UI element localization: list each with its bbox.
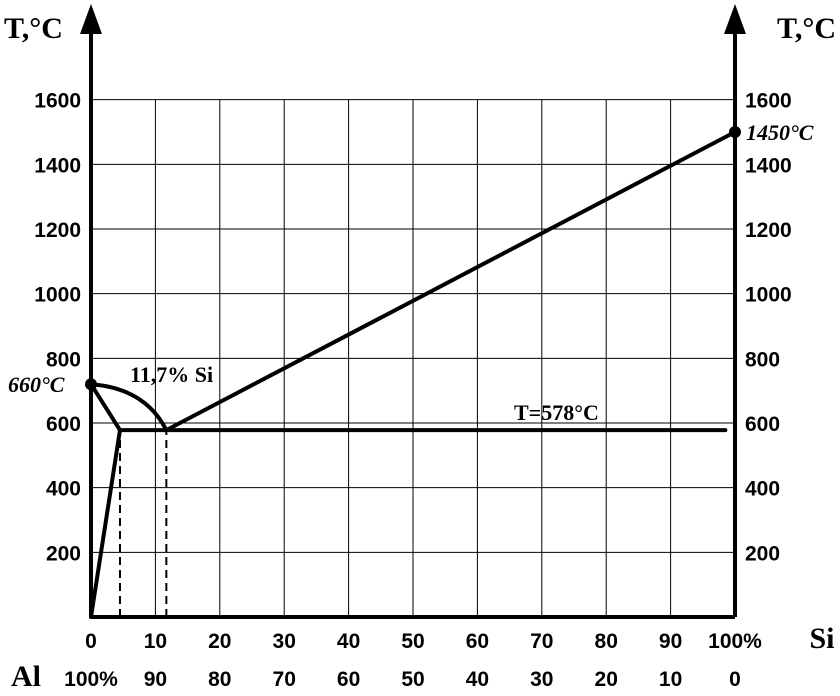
liquidus-line-si-side [164,130,737,433]
solvus-line [89,428,122,619]
si-tick-label: 90 [659,630,682,653]
eutectic-temperature-label: T=578°C [514,400,599,425]
y-tick-label-right: 1000 [745,284,792,307]
al-melting-point-label: 660°C [8,372,65,397]
si-tick-label: 10 [144,630,167,653]
melting-point-marker [729,126,741,138]
y-tick-label-left: 1200 [34,219,81,242]
y-tick-label-right: 800 [745,348,780,371]
si-melting-point-label: 1450°C [746,120,814,145]
al-tick-label: 100% [64,668,118,691]
y-tick-label-left: 1600 [34,90,81,113]
al-tick-label: 40 [466,668,489,691]
eutectic-composition-label: 11,7% Si [130,362,213,387]
y-tick-label-right: 1400 [745,154,792,177]
y-tick-label-right: 1600 [745,90,792,113]
solidus-line [89,382,122,433]
phase-curves [85,126,741,619]
si-tick-label: 70 [530,630,553,653]
grid [91,99,735,617]
y-tick-label-right: 600 [745,413,780,436]
y-tick-label-right: 1200 [745,219,792,242]
al-tick-label: 60 [337,668,360,691]
y-tick-label-left: 200 [46,542,81,565]
al-tick-label: 50 [401,668,424,691]
y-axis-title-right: T,°C [777,12,836,45]
si-tick-label: 30 [273,630,296,653]
liquidus-curve-al-side [89,382,169,433]
si-tick-label: 40 [337,630,360,653]
y-axis-arrow-right [724,4,746,34]
x-axis-label-si: Si [809,622,834,655]
al-tick-label: 90 [144,668,167,691]
y-tick-label-left: 400 [46,478,81,501]
si-tick-label: 80 [595,630,618,653]
al-tick-label: 70 [273,668,296,691]
si-tick-label: 50 [401,630,424,653]
y-axis-title-left: T,°C [4,12,63,45]
y-axis-arrow-left [80,4,102,34]
si-tick-label: 0 [85,630,97,653]
y-tick-label-left: 1400 [34,154,81,177]
melting-point-marker [85,378,97,391]
al-tick-label: 20 [595,668,618,691]
al-tick-label: 10 [659,668,682,691]
x-axis-label-al: Al [11,660,41,693]
y-tick-label-left: 600 [46,413,81,436]
al-tick-label: 80 [208,668,231,691]
si-tick-label: 100% [708,630,762,653]
y-tick-label-left: 800 [46,348,81,371]
y-tick-label-right: 400 [745,478,780,501]
y-tick-label-left: 1000 [34,284,81,307]
si-tick-label: 20 [208,630,231,653]
al-tick-label: 0 [729,668,741,691]
al-tick-label: 30 [530,668,553,691]
y-tick-label-right: 200 [745,542,780,565]
si-tick-label: 60 [466,630,489,653]
